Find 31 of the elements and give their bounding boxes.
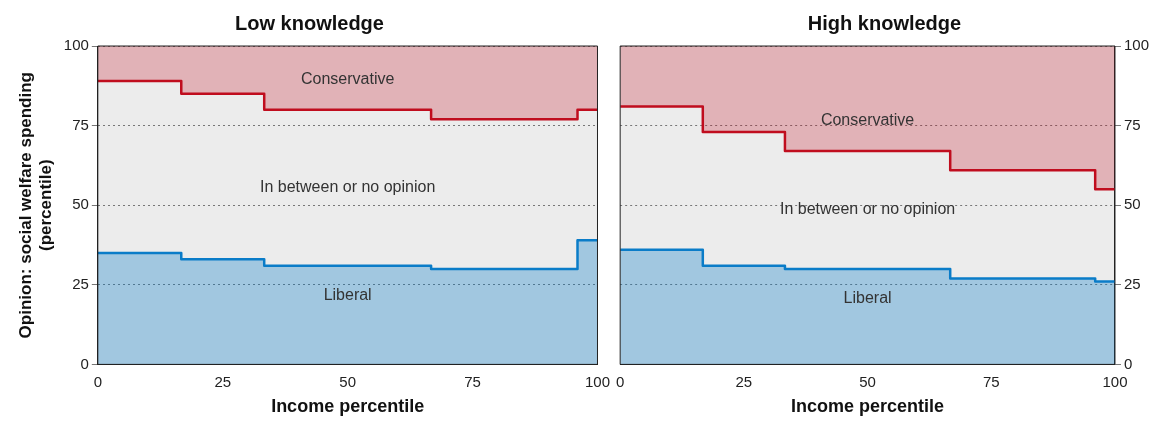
series-label: Conservative xyxy=(820,111,915,129)
y-tick-label: 50 xyxy=(72,195,89,213)
x-tick-label: 0 xyxy=(93,372,102,390)
x-tick-label: 25 xyxy=(735,372,753,390)
annotation: In between or no opinion xyxy=(260,178,436,196)
y2-tick-label: 0 xyxy=(1123,354,1133,372)
y2-tick-label: 50 xyxy=(1123,195,1141,213)
series-label: Conservative xyxy=(300,70,395,88)
x-axis-title: Income percentile xyxy=(271,396,425,417)
y2-tick-label: 75 xyxy=(1123,115,1141,133)
y-tick-label: 100 xyxy=(63,36,89,54)
x-tick-label: 25 xyxy=(214,372,232,390)
chart-title: High knowledge xyxy=(807,11,962,34)
y2-tick-label: 25 xyxy=(1123,274,1141,292)
x-tick-label: 75 xyxy=(464,372,481,390)
chart-title: Low knowledge xyxy=(235,11,384,34)
series-label: Liberal xyxy=(323,286,372,304)
y2-tick-label: 100 xyxy=(1123,36,1149,54)
x-axis-title: Income percentile xyxy=(791,396,945,417)
x-tick-label: 100 xyxy=(584,372,610,390)
y-tick-label: 0 xyxy=(80,354,89,372)
x-tick-label: 50 xyxy=(339,372,356,390)
y-axis-title: Opinion: social welfare spending (percentile) xyxy=(15,72,56,339)
annotation: In between or no opinion xyxy=(779,200,956,218)
x-tick-label: 50 xyxy=(859,372,876,390)
series-label: Liberal xyxy=(843,289,892,307)
x-tick-label: 75 xyxy=(982,372,1000,390)
x-tick-label: 100 xyxy=(1102,372,1128,390)
y-tick-label: 25 xyxy=(72,274,89,292)
x-tick-label: 0 xyxy=(616,372,625,390)
y-tick-label: 75 xyxy=(72,115,89,133)
